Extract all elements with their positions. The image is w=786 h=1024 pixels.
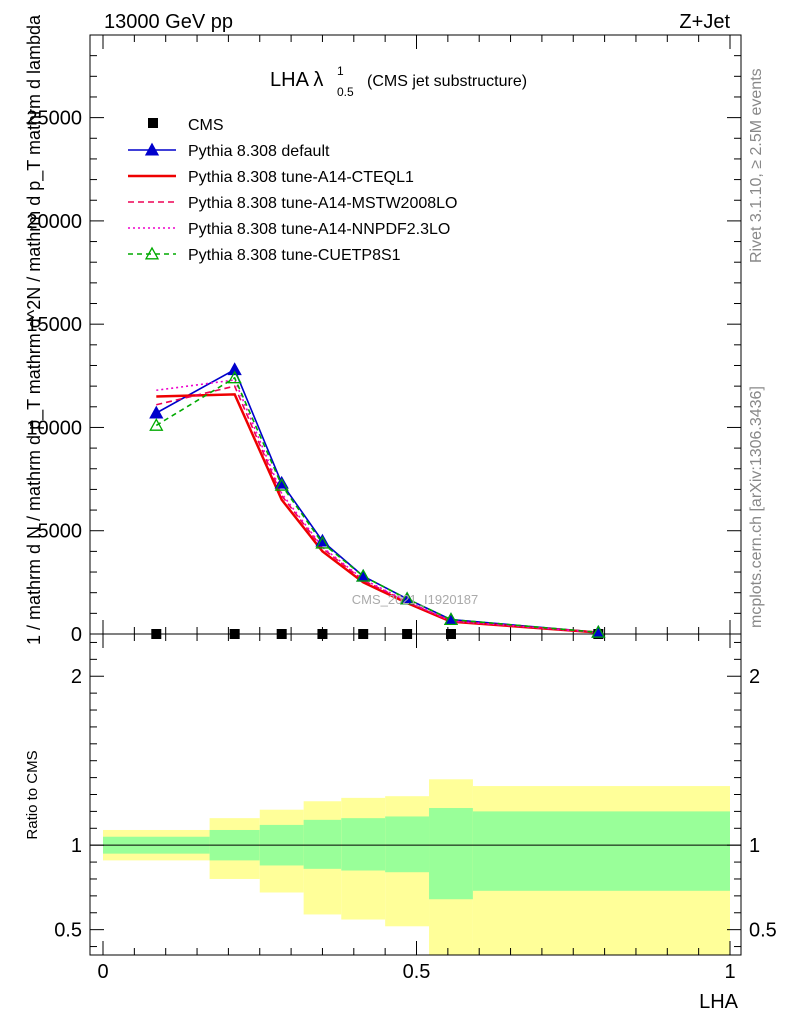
series-markers xyxy=(149,362,606,639)
series-line-mstw xyxy=(156,385,599,634)
x-axis-label: LHA xyxy=(699,991,739,1013)
inner-band-bin xyxy=(472,811,730,891)
cms-data-point xyxy=(276,629,287,639)
point-default xyxy=(227,362,242,376)
inner-band-bin xyxy=(385,816,430,873)
main-y-tick-label: 5000 xyxy=(38,521,83,543)
legend: CMS Pythia 8.308 default Pythia 8.308 tune… xyxy=(128,117,457,264)
main-y-tick-label: 15000 xyxy=(26,314,82,336)
cms-data-point xyxy=(358,629,369,639)
title-main: LHA λ xyxy=(270,69,323,91)
legend-label-nnpdf: Pythia 8.308 tune-A14-NNPDF2.3LO xyxy=(188,221,450,238)
main-y-tick-label: 20000 xyxy=(26,211,82,233)
series-lines xyxy=(155,368,599,634)
point-cuetp8s1 xyxy=(399,591,415,605)
ratio-y-tick-label-right: 0.5 xyxy=(749,920,777,942)
ratio-y-tick-label: 2 xyxy=(71,666,82,688)
legend-marker-default xyxy=(144,142,160,156)
header-right: Z+Jet xyxy=(679,11,730,33)
legend-label-mstw: Pythia 8.308 tune-A14-MSTW2008LO xyxy=(188,195,457,212)
title-sup: 1 xyxy=(337,64,344,78)
cms-data-point xyxy=(229,629,240,639)
ratio-y-axis-label: Ratio to CMS xyxy=(24,750,41,839)
legend-label-default: Pythia 8.308 default xyxy=(188,143,330,160)
series-line-default xyxy=(155,368,599,634)
cms-data-point xyxy=(317,629,328,639)
ratio-y-tick-label: 1 xyxy=(71,835,82,857)
title-note: (CMS jet substructure) xyxy=(367,73,527,90)
axis-ticks xyxy=(90,35,741,955)
series-line-nnpdf xyxy=(156,379,599,634)
point-cuetp8s1 xyxy=(443,612,459,625)
analysis-watermark: CMS_2021_I1920187 xyxy=(352,592,479,607)
series-line-cuetp8s1 xyxy=(155,376,599,634)
cms-data-point xyxy=(151,629,162,639)
ratio-bands xyxy=(90,779,741,955)
point-cuetp8s1 xyxy=(149,418,164,431)
inner-band-bin xyxy=(303,819,342,869)
point-cuetp8s1 xyxy=(315,535,330,549)
legend-cms-marker xyxy=(148,118,158,128)
legend-marker-cuetp8s1 xyxy=(144,246,160,260)
inner-band-bin xyxy=(341,818,386,871)
plot-title: LHA λ 1 0.5 (CMS jet substructure) xyxy=(270,64,527,99)
x-tick-label: 0 xyxy=(97,961,108,983)
x-tick-label: 1 xyxy=(724,961,735,983)
main-y-axis-label: 1 / mathrm d N / mathrm d p_T mathrm d^2… xyxy=(24,14,45,645)
point-cuetp8s1 xyxy=(356,568,371,582)
ratio-y-tick-label: 0.5 xyxy=(54,920,82,942)
main-y-tick-label: 25000 xyxy=(26,108,82,130)
main-y-tick-label: 0 xyxy=(71,624,82,646)
inner-band-bin xyxy=(429,808,473,900)
title-sub: 0.5 xyxy=(337,85,354,99)
point-cuetp8s1 xyxy=(591,625,606,638)
rivet-version-label: Rivet 3.1.10, ≥ 2.5M events xyxy=(748,68,765,263)
cms-data-point xyxy=(402,629,413,639)
legend-label-a14cteq: Pythia 8.308 tune-A14-CTEQL1 xyxy=(188,169,414,186)
point-cuetp8s1 xyxy=(227,370,242,384)
mcplots-label: mcplots.cern.ch [arXiv:1306.3436] xyxy=(748,386,765,628)
header-left: 13000 GeV pp xyxy=(104,11,233,33)
x-tick-label: 0.5 xyxy=(403,961,431,983)
point-default xyxy=(149,405,164,419)
cms-data-point xyxy=(445,629,456,639)
ratio-y-tick-label-right: 1 xyxy=(749,835,760,857)
ratio-y-tick-label-right: 2 xyxy=(749,666,760,688)
main-y-tick-label: 10000 xyxy=(26,417,82,439)
point-cuetp8s1 xyxy=(274,477,289,491)
tick-labels: 0 5000 10000 15000 20000 25000 0 0.5 1 0.5 0.5 1 1 2 2 xyxy=(26,108,776,983)
legend-label-data: CMS xyxy=(188,117,224,134)
legend-label-cuetp8s1: Pythia 8.308 tune-CUETP8S1 xyxy=(188,247,401,264)
